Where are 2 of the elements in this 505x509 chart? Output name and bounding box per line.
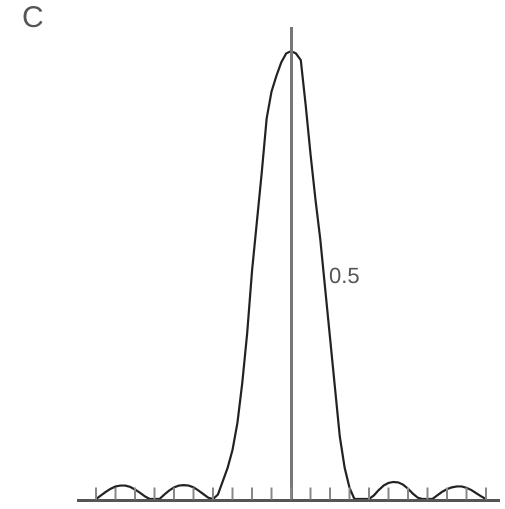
chart-title: C xyxy=(22,1,44,34)
annotation: 0.5 xyxy=(329,263,360,288)
